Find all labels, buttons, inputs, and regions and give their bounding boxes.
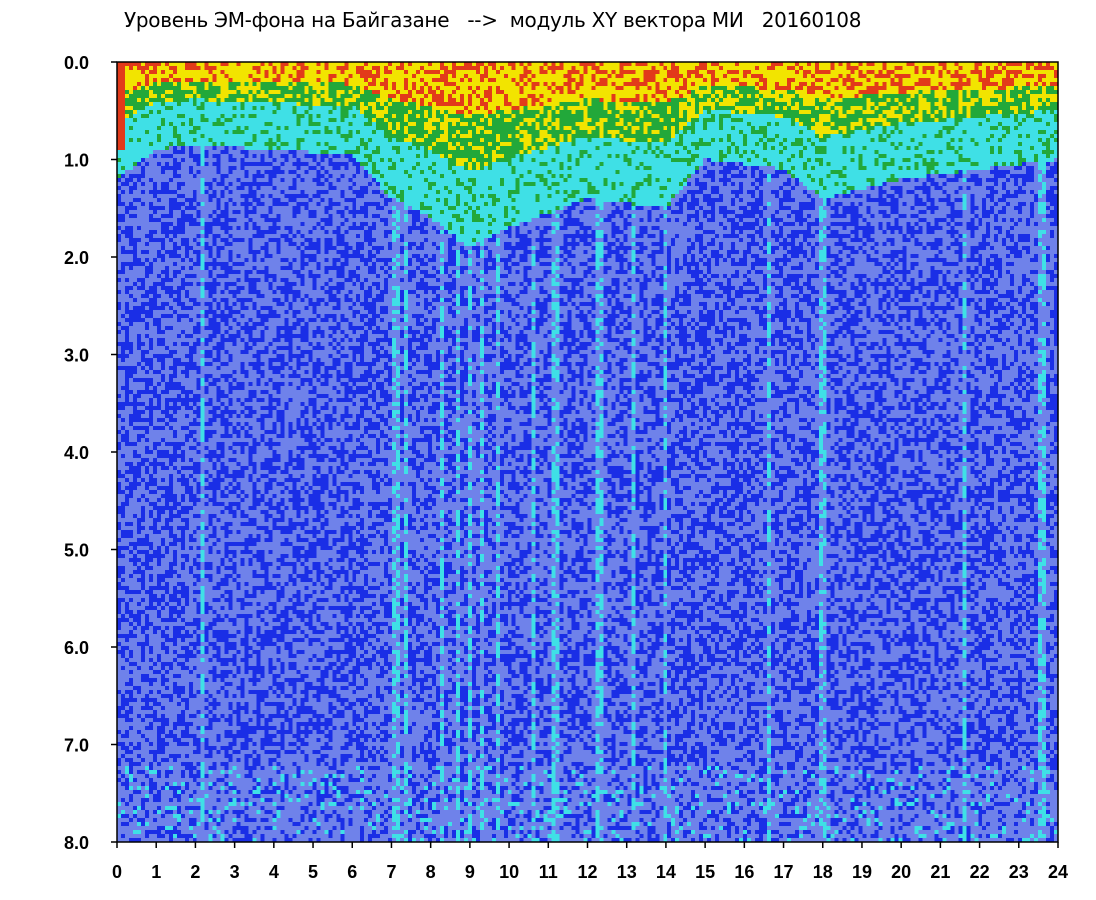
- x-tick-label: 14: [656, 862, 676, 882]
- x-tick-label: 13: [617, 862, 637, 882]
- y-tick-label: 6.0: [64, 638, 89, 658]
- x-axis: 0 1 2 3 4 5 6 7 8 9 10 11 12 13 14 15 16 17 18 19 20 21 22 23 24: [112, 842, 1068, 882]
- y-tick-label: 1.0: [64, 151, 89, 171]
- x-tick-label: 2: [190, 862, 200, 882]
- x-tick-label: 4: [269, 862, 279, 882]
- x-tick-label: 11: [539, 862, 558, 882]
- y-tick-label: 3.0: [64, 346, 89, 366]
- y-tick-label: 5.0: [64, 541, 89, 561]
- y-tick-label: 4.0: [64, 443, 89, 463]
- y-tick-label: 2.0: [64, 248, 89, 268]
- x-tick-label: 5: [308, 862, 318, 882]
- x-tick-label: 3: [230, 862, 240, 882]
- x-tick-label: 24: [1048, 862, 1068, 882]
- x-tick-label: 21: [930, 862, 950, 882]
- x-tick-label: 0: [112, 862, 122, 882]
- y-tick-label: 0.0: [64, 53, 89, 73]
- x-tick-label: 19: [852, 862, 872, 882]
- x-tick-label: 6: [347, 862, 357, 882]
- x-tick-label: 12: [577, 862, 597, 882]
- chart-title: Уровень ЭМ-фона на Байгазане --> модуль …: [124, 8, 862, 32]
- x-tick-label: 15: [695, 862, 715, 882]
- plot-area: [116, 61, 1059, 843]
- x-tick-label: 8: [426, 862, 436, 882]
- x-tick-label: 7: [386, 862, 396, 882]
- y-tick-label: 8.0: [64, 833, 89, 853]
- x-tick-label: 18: [813, 862, 833, 882]
- y-axis: 0.0 1.0 2.0 3.0 4.0 5.0 6.0 7.0 8.0: [64, 53, 117, 853]
- y-tick-label: 7.0: [64, 736, 89, 756]
- x-tick-label: 1: [151, 862, 161, 882]
- x-tick-label: 16: [734, 862, 754, 882]
- x-tick-label: 23: [1009, 862, 1029, 882]
- x-tick-label: 20: [891, 862, 911, 882]
- x-tick-label: 17: [774, 862, 794, 882]
- x-tick-label: 9: [465, 862, 475, 882]
- x-tick-label: 10: [499, 862, 519, 882]
- heatmap-raster: [117, 62, 1058, 842]
- x-tick-label: 22: [970, 862, 990, 882]
